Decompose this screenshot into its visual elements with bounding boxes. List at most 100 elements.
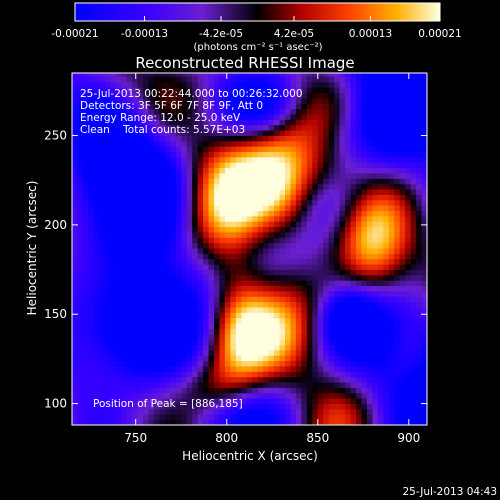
- heatmap-cell: [334, 371, 341, 378]
- heatmap-cell: [285, 103, 291, 110]
- heatmap-cell: [388, 167, 395, 174]
- heatmap-cell: [186, 269, 193, 276]
- heatmap-cell: [77, 333, 84, 340]
- heatmap-cell: [132, 87, 138, 94]
- heatmap-cell: [208, 114, 215, 120]
- heatmap-cell: [192, 382, 199, 388]
- heatmap-cell: [388, 323, 395, 329]
- heatmap-cell: [366, 344, 373, 351]
- heatmap-cell: [197, 317, 204, 324]
- heatmap-cell: [328, 408, 335, 415]
- heatmap-cell: [312, 167, 319, 174]
- heatmap-cell: [175, 382, 182, 388]
- heatmap-cell: [148, 280, 155, 287]
- heatmap-cell: [203, 108, 209, 115]
- heatmap-cell: [388, 344, 395, 351]
- heatmap-cell: [295, 73, 302, 77]
- heatmap-cell: [383, 81, 390, 88]
- heatmap-cell: [295, 215, 302, 222]
- heatmap-cell: [121, 296, 128, 303]
- heatmap-cell: [175, 215, 182, 222]
- heatmap-cell: [334, 355, 341, 362]
- heatmap-cell: [72, 135, 78, 142]
- heatmap-cell: [241, 210, 248, 217]
- heatmap-cell: [421, 76, 428, 83]
- heatmap-cell: [372, 215, 379, 222]
- heatmap-cell: [110, 221, 117, 228]
- heatmap-cell: [192, 87, 199, 94]
- heatmap-cell: [377, 371, 384, 378]
- heatmap-cell: [82, 232, 89, 238]
- heatmap-cell: [301, 296, 308, 303]
- heatmap-cell: [306, 408, 313, 415]
- heatmap-cell: [416, 280, 422, 287]
- heatmap-cell: [230, 178, 237, 185]
- heatmap-cell: [356, 296, 362, 303]
- heatmap-cell: [159, 290, 166, 297]
- heatmap-cell: [334, 81, 341, 88]
- heatmap-cell: [197, 387, 204, 394]
- heatmap-cell: [345, 355, 351, 362]
- heatmap-cell: [93, 130, 100, 136]
- heatmap-cell: [230, 194, 237, 201]
- heatmap-cell: [170, 323, 177, 329]
- heatmap-cell: [214, 258, 220, 265]
- heatmap-cell: [121, 258, 128, 265]
- heatmap-cell: [306, 376, 313, 383]
- heatmap-cell: [192, 290, 199, 297]
- heatmap-cell: [410, 167, 417, 174]
- heatmap-cell: [356, 307, 362, 313]
- heatmap-cell: [88, 156, 95, 163]
- heatmap-cell: [328, 114, 335, 120]
- heatmap-cell: [214, 167, 220, 174]
- heatmap-cell: [110, 98, 117, 104]
- heatmap-cell: [334, 135, 341, 142]
- heatmap-cell: [192, 156, 199, 163]
- heatmap-cell: [115, 280, 122, 287]
- heatmap-cell: [421, 328, 428, 335]
- heatmap-cell: [290, 162, 297, 169]
- heatmap-cell: [121, 73, 128, 77]
- heatmap-cell: [241, 349, 248, 356]
- heatmap-cell: [306, 323, 313, 329]
- heatmap-cell: [132, 403, 138, 410]
- heatmap-cell: [323, 403, 330, 410]
- heatmap-cell: [77, 173, 84, 179]
- heatmap-cell: [99, 119, 106, 126]
- heatmap-cell: [334, 296, 341, 303]
- heatmap-cell: [328, 339, 335, 345]
- heatmap-cell: [339, 419, 346, 426]
- heatmap-cell: [388, 81, 395, 88]
- heatmap-cell: [388, 403, 395, 410]
- heatmap-cell: [224, 376, 231, 383]
- heatmap-cell: [137, 285, 144, 292]
- heatmap-cell: [268, 408, 275, 415]
- heatmap-cell: [186, 124, 193, 131]
- heatmap-cell: [230, 114, 237, 120]
- heatmap-cell: [192, 151, 199, 158]
- heatmap-cell: [339, 81, 346, 88]
- heatmap-cell: [317, 199, 324, 206]
- heatmap-cell: [186, 317, 193, 324]
- heatmap-cell: [339, 162, 346, 169]
- heatmap-cell: [170, 360, 177, 367]
- heatmap-cell: [170, 392, 177, 399]
- heatmap-cell: [285, 258, 291, 265]
- heatmap-cell: [279, 419, 286, 426]
- heatmap-cell: [214, 76, 220, 83]
- heatmap-cell: [208, 301, 215, 308]
- heatmap-cell: [328, 398, 335, 404]
- heatmap-cell: [126, 178, 133, 185]
- heatmap-cell: [383, 253, 390, 260]
- heatmap-cell: [361, 376, 368, 383]
- heatmap-cell: [175, 199, 182, 206]
- heatmap-cell: [339, 398, 346, 404]
- heatmap-cell: [339, 280, 346, 287]
- heatmap-cell: [148, 344, 155, 351]
- heatmap-cell: [263, 317, 270, 324]
- heatmap-cell: [93, 312, 100, 319]
- heatmap-cell: [148, 269, 155, 276]
- heatmap-cell: [88, 189, 95, 195]
- heatmap-cell: [399, 130, 406, 136]
- heatmap-cell: [208, 173, 215, 179]
